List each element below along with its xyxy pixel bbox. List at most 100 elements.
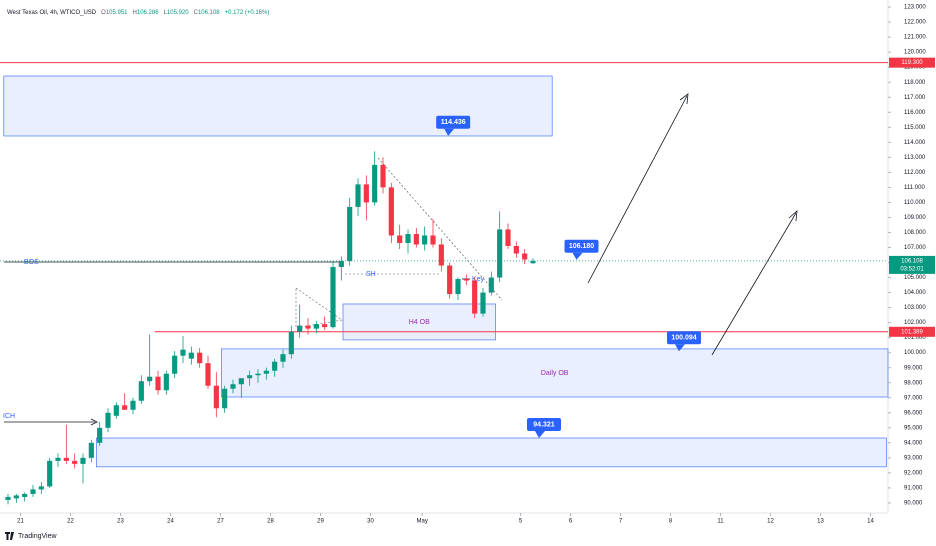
y-tick-label: 103.000 [904,305,926,311]
x-tick-label: 5 [519,519,523,525]
candle-body [247,375,253,379]
candle-body [230,384,236,389]
x-tick-label: 8 [669,519,673,525]
candle-body [147,376,153,382]
y-tick-label: 96.000 [904,410,923,416]
x-tick-label: 23 [117,519,124,525]
symbol-name: West Texas Oil, 4h, WTICO_USD [7,10,97,16]
candle-body [338,261,344,268]
header: West Texas Oil, 4h, WTICO_USD O105.951 H10… [7,10,269,16]
candle-body [130,400,136,410]
callout-pointer [444,128,455,136]
x-tick-label: 22 [67,519,74,525]
y-tick-label: 123.000 [904,5,926,11]
candle-body [180,349,186,356]
x-tick-label: 29 [317,519,324,525]
callout-box [436,115,471,129]
level-tag [889,326,935,337]
callout-box [527,418,561,432]
callout-label: 114.436 [441,119,466,126]
candle-body [280,354,286,362]
candle-body [530,260,536,264]
y-tick-label: 95.000 [904,425,923,431]
candle-body [213,385,219,409]
candle-body [263,370,269,374]
candle-body [505,229,511,246]
candle-body [313,324,319,329]
candle-body [297,325,303,332]
candle-body [188,352,194,359]
projection-arrow [587,95,688,284]
x-tick-label: 21 [17,519,24,525]
y-tick-label: 117.000 [904,95,926,101]
candle-body [430,235,436,245]
field-key: O [101,10,106,16]
candle-body [305,325,311,329]
candle-body [472,280,478,314]
y-tick-label: 119.000 [904,65,926,71]
x-tick-label: 13 [817,519,824,525]
callout-box [667,331,701,345]
candle-body [455,279,461,295]
x-tick-label: 27 [217,519,224,525]
zone [342,303,496,341]
x-tick-label: 14 [867,519,874,525]
candle-body [5,496,11,500]
candle-body [205,363,211,386]
candle-body [63,457,69,461]
candle-body [105,412,111,428]
level-tag-label: 101.389 [901,329,923,335]
candle-body [413,233,419,245]
candle-body [497,229,503,278]
callout-pointer [675,344,685,352]
candle-body [155,376,161,391]
y-tick-label: 116.000 [904,110,926,116]
candle-body [447,265,453,295]
candle-body [480,292,486,314]
countdown: 03:52:01 [900,266,924,272]
x-tick-label: 6 [569,519,573,525]
level-tag-label: 119.300 [901,60,923,66]
y-tick-label: 107.000 [904,245,926,251]
pattern-triangle [295,287,343,329]
y-tick-label: 112.000 [904,170,926,176]
callout-box [564,239,599,253]
field-value: 105.951 [106,10,128,16]
y-tick-label: 105.000 [904,275,926,281]
candle-body [272,361,278,371]
candle-body [372,164,378,203]
last-price-label: 106.108 [901,258,923,264]
candle-body [172,355,178,374]
y-tick-label: 120.000 [904,50,926,56]
y-tick-label: 99.000 [904,365,923,371]
field-key: H [133,10,137,16]
trend-line [377,157,503,301]
x-tick-label: 24 [167,519,174,525]
zone [96,437,887,468]
candle-body [380,164,386,188]
x-tick-label: 12 [767,519,774,525]
candle-body [238,378,244,385]
y-tick-label: 109.000 [904,215,926,221]
last-price-tag [889,255,935,274]
sh-label: SH [366,271,376,278]
x-tick-label: 7 [619,519,623,525]
candle-body [363,184,369,203]
candle-body [438,244,444,266]
candle-body [522,253,528,260]
callout-pointer [535,431,545,439]
arrow-head [788,210,798,222]
candle-body [322,324,328,328]
y-tick-label: 122.000 [904,20,926,26]
y-tick-label: 101.000 [904,335,926,341]
y-tick-label: 100.000 [904,350,926,356]
candle-body [122,405,128,410]
x-tick-label: May [416,519,427,525]
candle-body [80,457,86,464]
ich-arrow [90,418,98,426]
y-tick-label: 121.000 [904,35,926,41]
y-tick-label: 102.000 [904,320,926,326]
y-tick-label: 98.000 [904,380,923,386]
